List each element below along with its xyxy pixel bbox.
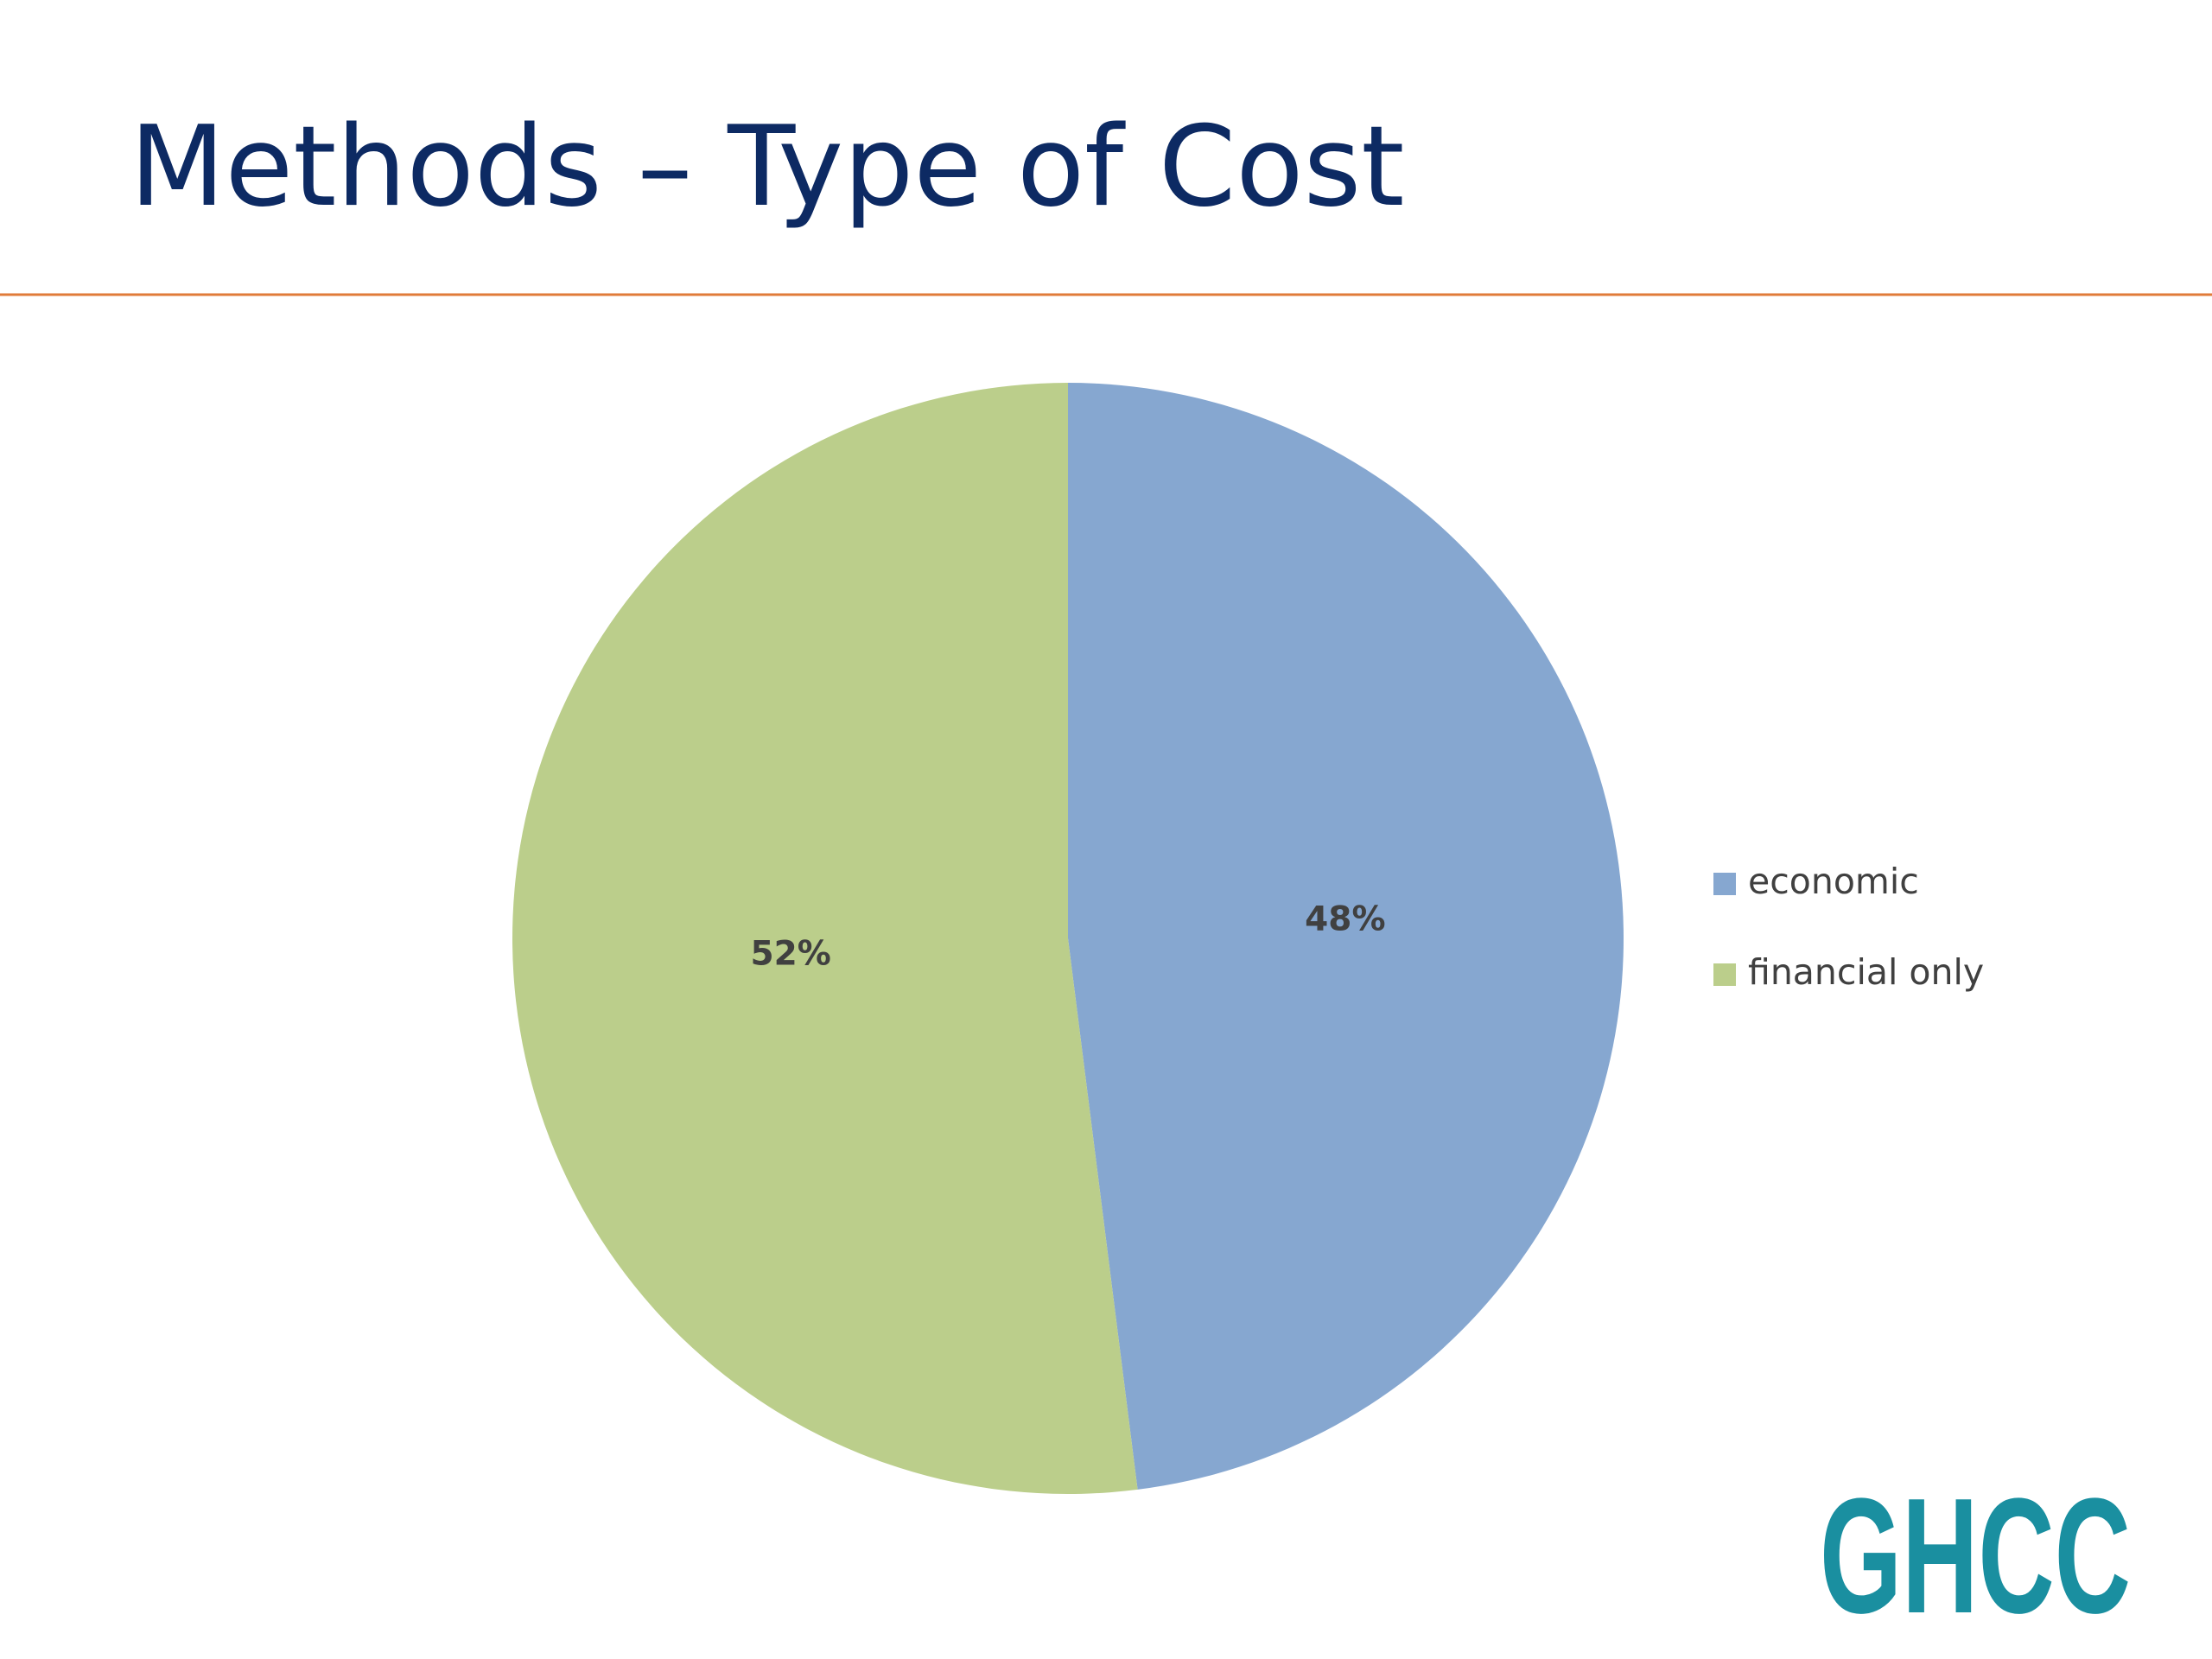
data-label: 48%: [1305, 899, 1385, 938]
slide-title: Methods – Type of Cost: [130, 103, 1404, 232]
legend-swatch: [1713, 963, 1736, 986]
pie-slice: [512, 383, 1138, 1494]
legend-label: financial only: [1748, 951, 1984, 993]
legend-label: economic: [1748, 861, 1919, 902]
logo: GHCC: [1820, 1465, 2131, 1648]
legend-swatch: [1713, 873, 1736, 895]
pie-slice: [1068, 383, 1624, 1490]
data-label: 52%: [750, 935, 830, 974]
